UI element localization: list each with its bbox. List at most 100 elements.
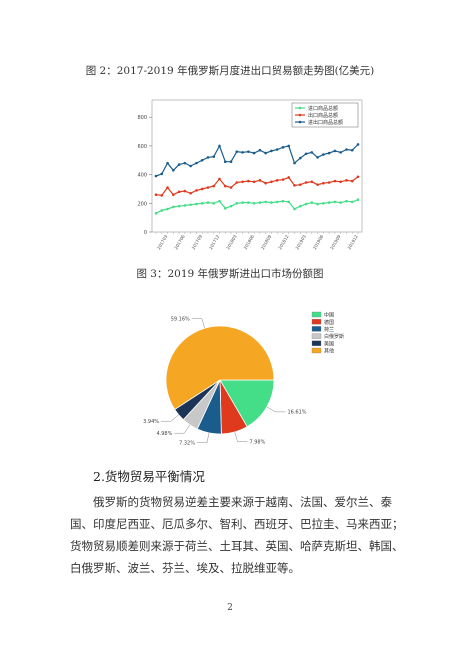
data-point <box>356 143 360 146</box>
legend-label: 美国 <box>324 340 334 347</box>
data-point <box>275 200 279 204</box>
slice-label: 7.98% <box>249 439 265 445</box>
data-point <box>200 158 204 162</box>
data-point <box>177 204 181 208</box>
y-tick-label: 600 <box>137 144 147 150</box>
legend-swatch <box>311 347 322 354</box>
data-point <box>316 156 319 159</box>
y-tick-label: 800 <box>137 115 147 121</box>
data-point <box>235 150 239 153</box>
data-point <box>252 202 256 205</box>
data-point <box>350 200 354 204</box>
data-point <box>206 156 210 159</box>
section-heading: 2.货物贸易平衡情况 <box>93 469 205 484</box>
data-point <box>275 148 279 151</box>
data-point <box>195 202 198 206</box>
paragraph-line: 货物贸易顺差则来源于荷兰、土耳其、英国、哈萨克斯坦、韩国、 <box>70 539 404 553</box>
data-point <box>189 203 192 207</box>
data-point <box>316 183 319 186</box>
data-point <box>339 201 342 204</box>
legend-swatch <box>311 333 322 339</box>
legend-label: 中国 <box>324 312 334 319</box>
data-point <box>293 184 296 187</box>
page-number: 2 <box>227 603 233 613</box>
data-point <box>200 187 204 191</box>
paragraph-line: 国、印度尼西亚、厄瓜多尔、智利、西班牙、巴拉圭、马来西亚； <box>70 517 404 531</box>
data-point <box>293 161 296 165</box>
data-point <box>281 178 285 181</box>
legend-swatch <box>311 326 322 332</box>
legend-label: 进出口商品总额 <box>308 119 343 126</box>
data-point <box>350 148 354 152</box>
data-point <box>350 179 354 183</box>
figure3-caption: 图 3：2019 年俄罗斯进出口市场份额图 <box>136 268 324 280</box>
data-point <box>160 172 164 176</box>
data-point <box>252 180 256 184</box>
data-point <box>322 202 325 205</box>
data-point <box>356 175 360 179</box>
data-point <box>212 155 216 158</box>
data-point <box>316 202 319 206</box>
data-point <box>206 201 210 204</box>
data-point <box>200 202 204 205</box>
data-point <box>223 207 227 210</box>
data-point <box>304 181 308 184</box>
label-leader-line <box>191 318 205 329</box>
data-point <box>166 207 169 211</box>
data-point <box>154 193 158 196</box>
pie-slice <box>165 325 275 410</box>
label-leader-line <box>266 406 286 413</box>
data-point <box>287 144 291 148</box>
data-point <box>258 201 262 204</box>
legend-marker <box>298 120 302 124</box>
data-point <box>322 181 325 185</box>
legend-label: 其他 <box>324 348 334 355</box>
data-point <box>212 184 216 188</box>
legend-label: 进口商品总额 <box>308 105 338 112</box>
legend-label: 出口商品总额 <box>308 112 338 119</box>
data-point <box>264 151 267 155</box>
data-point <box>218 199 221 203</box>
legend-label: 白俄罗斯 <box>324 333 344 340</box>
data-point <box>298 204 302 208</box>
data-point <box>183 161 187 165</box>
data-point <box>298 183 302 186</box>
data-point <box>223 160 227 163</box>
data-point <box>172 205 175 209</box>
data-point <box>258 148 262 152</box>
data-point <box>298 156 302 160</box>
data-point <box>166 186 169 189</box>
data-point <box>264 200 267 204</box>
data-point <box>235 181 239 184</box>
data-point <box>218 177 221 181</box>
data-point <box>345 148 348 151</box>
slice-label: 3.94% <box>143 419 159 425</box>
legend-swatch <box>311 340 322 346</box>
slice-label: 4.98% <box>156 431 172 437</box>
legend-swatch <box>311 319 322 325</box>
data-point <box>333 179 337 183</box>
data-point <box>172 169 175 172</box>
data-point <box>275 179 279 182</box>
section-paragraph: 俄罗斯的货物贸易逆差主要来源于越南、法国、爱尔兰、泰 国、印度尼西亚、厄瓜多尔、… <box>70 491 404 579</box>
data-point <box>247 201 250 204</box>
figure2-caption: 图 2：2017-2019 年俄罗斯月度进出口贸易额走势图(亿美元) <box>85 65 375 77</box>
label-leader-line <box>234 431 248 442</box>
legend-label: 荷兰 <box>324 326 334 333</box>
paragraph-line: 白俄罗斯、波兰、芬兰、埃及、拉脱维亚等。 <box>70 561 300 575</box>
data-point <box>310 201 314 204</box>
data-point <box>327 201 331 204</box>
data-point <box>345 199 348 203</box>
y-tick-label: 200 <box>137 201 147 207</box>
data-point <box>160 209 164 212</box>
data-point <box>310 151 314 154</box>
label-leader-line <box>161 414 179 422</box>
data-point <box>327 151 331 155</box>
y-tick-label: 0 <box>144 230 147 236</box>
data-point <box>247 179 250 183</box>
data-point <box>322 153 325 156</box>
data-point <box>333 200 337 204</box>
data-point <box>195 189 198 192</box>
data-point <box>270 180 273 184</box>
data-point <box>177 190 181 194</box>
